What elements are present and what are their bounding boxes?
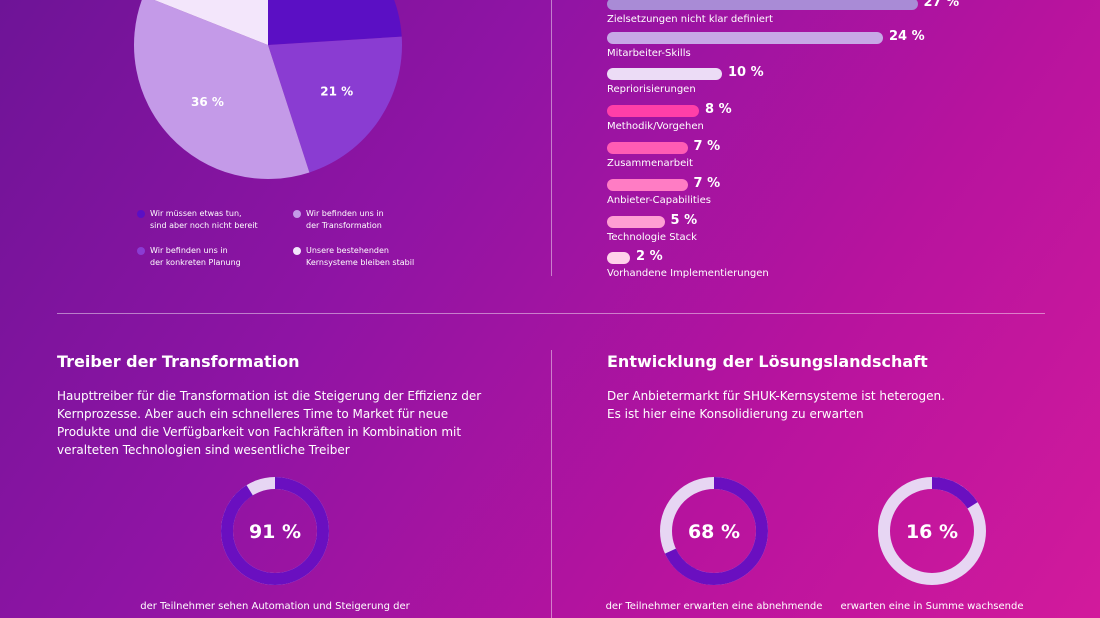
bar xyxy=(607,32,883,44)
bar-row: 27 % Zielsetzungen nicht klar definiert xyxy=(607,0,1027,35)
ring-value-arc xyxy=(221,477,329,585)
pie-slice xyxy=(268,36,402,173)
bar-value-label: 7 % xyxy=(693,139,721,154)
bar xyxy=(607,142,688,154)
ring-value-label: 91 % xyxy=(249,521,301,543)
bar-category-label: Repriorisierungen xyxy=(607,84,696,95)
ring-caption-automation: der Teilnehmer sehen Automation und Stei… xyxy=(140,601,410,612)
legend-swatch xyxy=(293,210,301,218)
bar-category-label: Zielsetzungen nicht klar definiert xyxy=(607,14,773,25)
bar-value-label: 5 % xyxy=(670,213,698,228)
bar-row: 8 % Methodik/Vorgehen xyxy=(607,102,1027,142)
pie-chart: 24 %21 %36 %19 % xyxy=(134,0,402,179)
legend-item-planning: Wir befinden uns in der konkreten Planun… xyxy=(137,245,280,269)
legend-text: Wir müssen etwas tun, xyxy=(150,209,242,218)
bar xyxy=(607,0,918,10)
bar-category-label: Technologie Stack xyxy=(607,232,697,243)
legend-text: Wir befinden uns in xyxy=(150,246,228,255)
ring-value-label: 68 % xyxy=(688,521,740,543)
legend-swatch xyxy=(293,247,301,255)
pie-slice xyxy=(268,0,402,45)
landscape-paragraph: Der Anbietermarkt für SHUK-Kernsysteme i… xyxy=(607,387,1047,423)
vertical-divider-bottom xyxy=(551,350,552,618)
paragraph-line: Kernprozesse. Aber auch ein schnelleres … xyxy=(57,407,449,421)
legend-text: Wir befinden uns in xyxy=(306,209,384,218)
legend-item-stable: Unsere bestehenden Kernsysteme bleiben s… xyxy=(293,245,436,269)
section-title-landscape: Entwicklung der Lösungslandschaft xyxy=(607,352,928,371)
paragraph-line: veralteten Technologien sind wesentliche… xyxy=(57,443,350,457)
bar-value-label: 2 % xyxy=(636,249,663,264)
bar-row: 2 % Vorhandene Implementierungen xyxy=(607,249,1027,289)
ring-value-label: 16 % xyxy=(906,521,958,543)
ring-value-arc xyxy=(660,477,768,585)
bar-category-label: Mitarbeiter-Skills xyxy=(607,48,691,59)
drivers-paragraph: Haupttreiber für die Transformation ist … xyxy=(57,387,537,459)
bar xyxy=(607,252,630,264)
legend-item-transformation: Wir befinden uns in der Transformation xyxy=(293,208,436,232)
pie-slice-label: 21 % xyxy=(320,85,353,99)
bar xyxy=(607,105,699,117)
legend-text: der Transformation xyxy=(306,221,382,230)
paragraph-line: Es ist hier eine Konsolidierung zu erwar… xyxy=(607,407,864,421)
pie-slice-label: 36 % xyxy=(191,95,224,109)
legend-swatch xyxy=(137,210,145,218)
bar-category-label: Vorhandene Implementierungen xyxy=(607,268,769,279)
bar xyxy=(607,216,665,228)
ring-caption-decreasing: der Teilnehmer erwarten eine abnehmende xyxy=(605,601,823,612)
bar-row: 5 % Technologie Stack xyxy=(607,213,1027,253)
ring-chart-automation: 91 % xyxy=(221,477,329,585)
legend-text: Unsere bestehenden xyxy=(306,246,389,255)
bar-value-label: 7 % xyxy=(693,176,721,191)
bar xyxy=(607,68,722,80)
legend-text: sind aber noch nicht bereit xyxy=(150,221,258,230)
bar-value-label: 8 % xyxy=(705,102,732,117)
legend-item-not-ready: Wir müssen etwas tun, sind aber noch nic… xyxy=(137,208,280,232)
horizontal-divider xyxy=(57,313,1045,314)
paragraph-line: Produkte und die Verfügbarkeit von Fachk… xyxy=(57,425,462,439)
legend-text: Kernsysteme bleiben stabil xyxy=(306,258,415,267)
pie-slice xyxy=(154,0,268,45)
bar-category-label: Zusammenarbeit xyxy=(607,158,693,169)
paragraph-line: Der Anbietermarkt für SHUK-Kernsysteme i… xyxy=(607,389,945,403)
bar-value-label: 27 % xyxy=(923,0,960,10)
bar-value-label: 24 % xyxy=(889,29,925,44)
ring-chart-decreasing: 68 % xyxy=(660,477,768,585)
bar-row: 7 % Zusammenarbeit xyxy=(607,139,1027,179)
ring-chart-growing: 16 % xyxy=(878,477,986,585)
bar-category-label: Anbieter-Capabilities xyxy=(607,195,711,206)
vertical-divider-top xyxy=(551,0,552,276)
bar-category-label: Methodik/Vorgehen xyxy=(607,121,704,132)
bar-row: 24 % Mitarbeiter-Skills xyxy=(607,29,1027,69)
paragraph-line: Haupttreiber für die Transformation ist … xyxy=(57,389,482,403)
bar-row: 10 % Repriorisierungen xyxy=(607,65,1027,105)
legend-swatch xyxy=(137,247,145,255)
ring-caption-growing: erwarten eine in Summe wachsende xyxy=(840,601,1024,612)
section-title-drivers: Treiber der Transformation xyxy=(57,352,300,371)
ring-value-arc xyxy=(878,477,986,585)
bar-value-label: 10 % xyxy=(728,65,764,80)
bar-row: 7 % Anbieter-Capabilities xyxy=(607,176,1027,216)
bar xyxy=(607,179,688,191)
legend-text: der konkreten Planung xyxy=(150,258,241,267)
pie-slice xyxy=(134,0,310,179)
